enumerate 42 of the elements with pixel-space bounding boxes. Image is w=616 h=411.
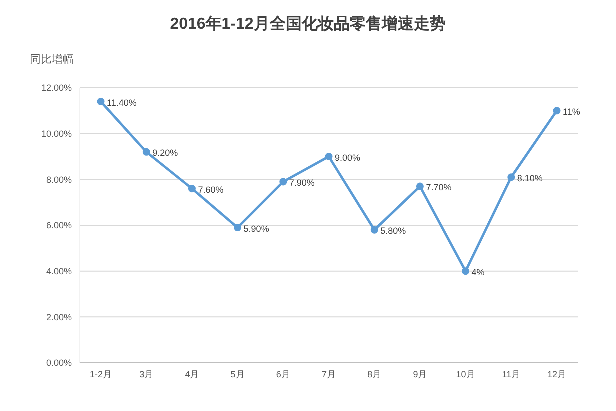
point — [553, 107, 561, 115]
data-label: 9.00% — [335, 152, 361, 163]
point — [234, 224, 242, 232]
data-label: 5.90% — [244, 224, 270, 234]
x-tick-label: 6月 — [276, 369, 290, 380]
x-tick-label: 4月 — [185, 369, 200, 380]
point — [462, 268, 470, 276]
y-tick-label: 2.00% — [46, 312, 72, 322]
y-tick-label: 0.00% — [46, 358, 72, 368]
point — [280, 178, 288, 186]
point — [188, 185, 196, 193]
data-label: 5.80% — [380, 226, 406, 236]
point — [416, 182, 424, 190]
y-tick-label: 4.00% — [46, 266, 72, 277]
chart-title: 2016年1-12月全国化妆品零售增速走势 — [169, 14, 447, 35]
x-tick-label: 7月 — [322, 369, 336, 380]
data-label: 7.60% — [198, 184, 224, 195]
data-label: 11% — [563, 106, 580, 117]
y-axis-title: 同比增幅 — [30, 53, 74, 67]
data-label: 7.90% — [289, 178, 315, 188]
x-tick-label: 10月 — [456, 369, 476, 380]
x-tick-label: 1-2月 — [90, 369, 112, 380]
data-label: 9.20% — [152, 148, 178, 158]
x-tick-label: 11月 — [502, 369, 521, 380]
x-tick-label: 8月 — [368, 369, 382, 380]
point — [370, 226, 378, 234]
y-tick-label: 12.00% — [41, 83, 72, 94]
x-tick-label: 3月 — [140, 369, 154, 380]
data-label: 7.70% — [426, 182, 452, 193]
data-label: 8.10% — [517, 173, 543, 184]
point — [97, 98, 105, 106]
data-label: 11.40% — [107, 98, 137, 108]
point — [508, 174, 516, 182]
x-tick-label: 5月 — [230, 369, 245, 380]
data-label: 4% — [472, 267, 485, 278]
x-tick-label: 9月 — [413, 369, 428, 380]
y-tick-label: 8.00% — [46, 174, 72, 185]
x-tick-label: 12月 — [547, 369, 567, 380]
y-tick-label: 10.00% — [41, 129, 72, 140]
point — [325, 153, 333, 160]
point — [142, 148, 150, 156]
y-tick-label: 6.00% — [46, 220, 72, 231]
